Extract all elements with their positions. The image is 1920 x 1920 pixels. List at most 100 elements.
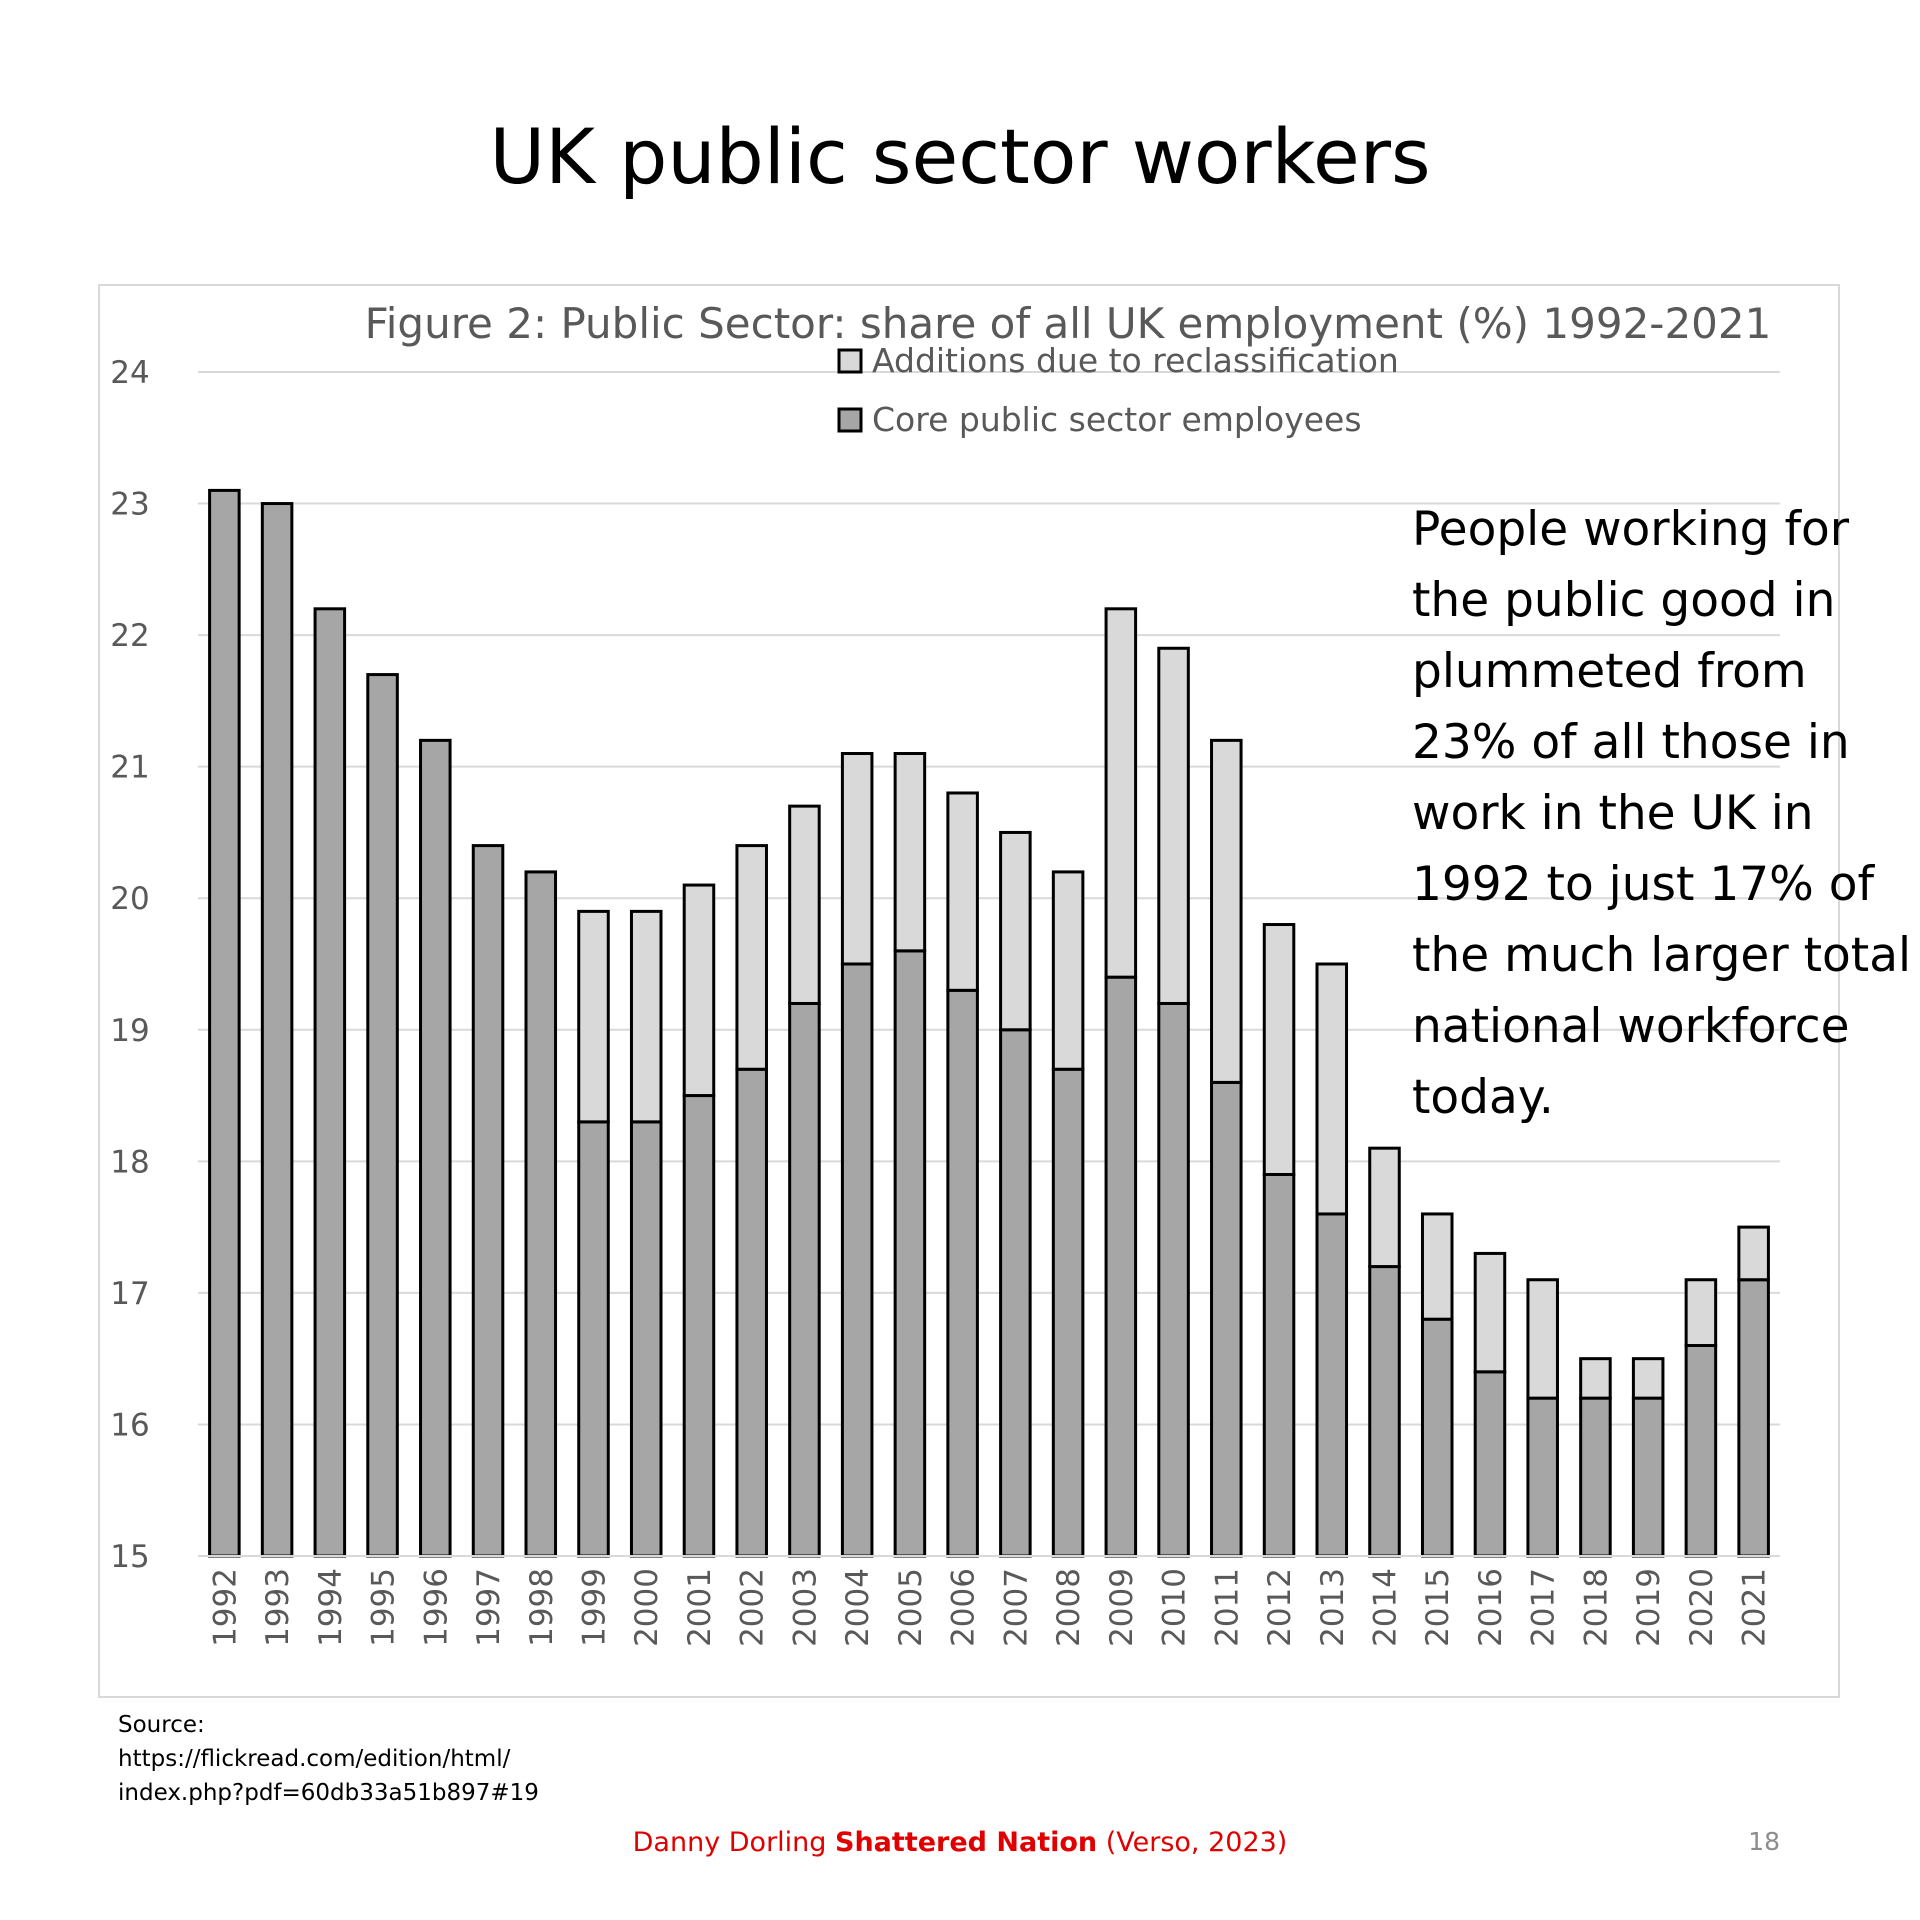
bar-core-1994 (313, 607, 347, 1558)
bar-addition-2017 (1526, 1278, 1559, 1400)
bar-addition-2004 (840, 752, 874, 966)
bar-core-2021 (1737, 1278, 1770, 1558)
bar-addition-2007 (999, 830, 1032, 1032)
x-tick-label-2017: 2017 (1526, 1568, 1562, 1647)
y-tick-label-19: 19 (110, 1013, 149, 1049)
legend-swatch-core (837, 407, 863, 433)
y-tick-label-22: 22 (110, 618, 149, 654)
x-tick-label-2019: 2019 (1631, 1568, 1667, 1647)
y-tick-label-16: 16 (110, 1407, 149, 1443)
bar-core-2011 (1210, 1080, 1243, 1558)
chart-title: Figure 2: Public Sector: share of all UK… (365, 299, 1772, 348)
y-tick-label-21: 21 (110, 750, 149, 786)
x-tick-label-1999: 1999 (577, 1568, 613, 1647)
bar-addition-2008 (1051, 870, 1085, 1071)
x-tick-label-2003: 2003 (787, 1568, 823, 1647)
x-tick-label-1992: 1992 (207, 1568, 243, 1647)
x-tick-label-1998: 1998 (524, 1568, 560, 1647)
x-tick-label-2012: 2012 (1262, 1568, 1298, 1647)
x-tick-label-2008: 2008 (1051, 1568, 1087, 1647)
x-tick-label-2002: 2002 (735, 1568, 771, 1647)
x-tick-label-1996: 1996 (418, 1568, 454, 1647)
chart-annotation: People working for the public good in pl… (1412, 502, 1912, 1125)
legend-label-reclassification: Additions due to reclassification (872, 341, 1399, 380)
bar-core-1996 (419, 738, 452, 1558)
bar-core-2005 (893, 949, 927, 1558)
bar-core-1995 (366, 673, 399, 1558)
x-tick-label-2000: 2000 (629, 1568, 665, 1647)
x-tick-label-2004: 2004 (840, 1568, 876, 1647)
source-url-line-2[interactable]: index.php?pdf=60db33a51b897#19 (118, 1780, 539, 1806)
y-tick-label-18: 18 (110, 1144, 149, 1180)
bar-addition-2018 (1579, 1357, 1612, 1400)
x-tick-label-2021: 2021 (1737, 1568, 1773, 1647)
source-url-line-1[interactable]: https://flickread.com/edition/html/ (118, 1746, 511, 1772)
x-tick-label-2014: 2014 (1368, 1568, 1404, 1647)
y-tick-label-20: 20 (110, 881, 149, 917)
bar-addition-2002 (735, 844, 768, 1071)
bar-addition-2015 (1420, 1212, 1454, 1321)
bar-core-1992 (208, 488, 241, 1558)
bar-addition-2003 (788, 804, 821, 1005)
credit-author: Danny Dorling (632, 1827, 836, 1858)
x-tick-label-1995: 1995 (366, 1568, 402, 1647)
bar-core-2016 (1473, 1370, 1507, 1558)
legend: Additions due to reclassification Core p… (837, 341, 1399, 439)
x-tick-label-2018: 2018 (1578, 1568, 1614, 1647)
bar-addition-2010 (1157, 646, 1190, 1005)
bar-addition-2013 (1315, 962, 1349, 1216)
bar-core-2000 (629, 1120, 663, 1558)
bar-core-1993 (260, 502, 294, 1558)
bar-addition-2006 (946, 791, 979, 992)
bar-addition-2021 (1737, 1225, 1770, 1282)
x-tick-label-2001: 2001 (682, 1568, 718, 1647)
bar-core-2019 (1631, 1396, 1665, 1558)
x-tick-label-2005: 2005 (893, 1568, 929, 1647)
y-tick-label-24: 24 (110, 355, 149, 391)
bar-core-1997 (471, 844, 505, 1558)
bar-addition-1999 (577, 909, 610, 1124)
bar-addition-2019 (1631, 1357, 1665, 1400)
bar-core-2020 (1684, 1344, 1718, 1558)
bar-addition-2001 (682, 883, 716, 1098)
slide-title: UK public sector workers (489, 112, 1431, 201)
credit-line: Danny Dorling Shattered Nation (Verso, 2… (0, 1827, 1920, 1858)
x-tick-label-2013: 2013 (1315, 1568, 1351, 1647)
bar-core-2017 (1526, 1396, 1559, 1558)
chart-frame: 15 16 17 18 19 20 21 22 23 24 1992 1993 1994 1995 1996… (98, 284, 1840, 1698)
bar-core-2004 (840, 962, 874, 1558)
x-tick-label-2020: 2020 (1684, 1568, 1720, 1647)
x-tick-label-2015: 2015 (1420, 1568, 1456, 1647)
bar-core-2009 (1104, 975, 1138, 1558)
bar-core-2015 (1420, 1317, 1454, 1558)
bar-addition-2009 (1104, 607, 1138, 979)
source-note: Source: https://flickread.com/edition/ht… (118, 1708, 638, 1810)
bar-core-2008 (1051, 1067, 1085, 1558)
bar-core-2014 (1368, 1265, 1401, 1558)
bar-addition-2016 (1473, 1251, 1507, 1374)
x-tick-label-2016: 2016 (1473, 1568, 1509, 1647)
legend-swatch-reclassification (837, 348, 863, 374)
bar-core-2003 (788, 1001, 821, 1558)
legend-label-core: Core public sector employees (872, 400, 1362, 439)
x-tick-label-1997: 1997 (471, 1568, 507, 1647)
bar-addition-2014 (1368, 1146, 1401, 1269)
bar-addition-2020 (1684, 1278, 1718, 1348)
source-label: Source: (118, 1712, 205, 1738)
bar-addition-2011 (1210, 738, 1243, 1084)
x-tick-label-2009: 2009 (1104, 1568, 1140, 1647)
bar-core-2010 (1157, 1001, 1190, 1558)
x-tick-label-1994: 1994 (313, 1568, 349, 1647)
bar-core-2007 (999, 1028, 1032, 1558)
y-tick-label-15: 15 (110, 1539, 149, 1575)
bar-core-1998 (524, 870, 558, 1558)
bar-core-2001 (682, 1094, 716, 1558)
bar-core-2002 (735, 1067, 768, 1558)
credit-publisher: (Verso, 2023) (1097, 1827, 1288, 1858)
bar-addition-2005 (893, 752, 927, 953)
bar-addition-2000 (629, 909, 663, 1124)
y-tick-label-23: 23 (110, 487, 149, 523)
bar-core-2018 (1579, 1396, 1612, 1558)
y-tick-label-17: 17 (110, 1276, 149, 1312)
